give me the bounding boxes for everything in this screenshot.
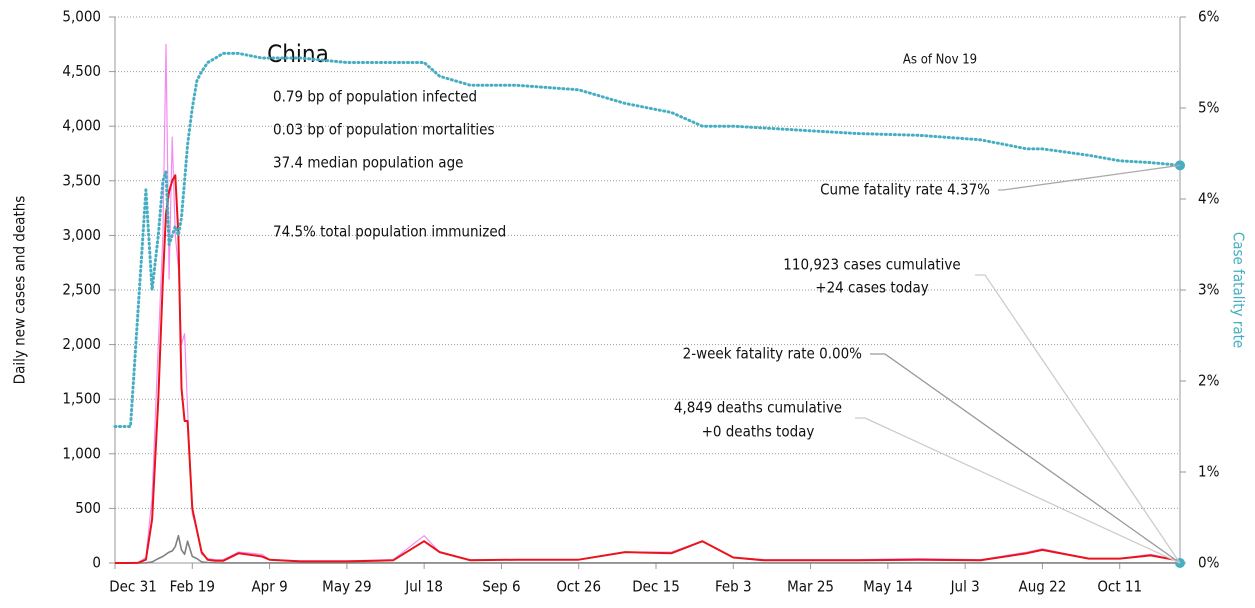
x-tick-label: May 29 [322, 578, 371, 596]
x-tick-label: Aug 22 [1019, 578, 1067, 596]
x-tick-label: Jul 3 [950, 578, 980, 596]
annotation: 4,849 deaths cumulative [674, 399, 842, 417]
x-tick-label: Dec 31 [109, 578, 157, 596]
y-axis-title: Daily new cases and deaths [11, 196, 29, 385]
y2-tick-label: 4% [1198, 190, 1220, 208]
x-tick-label: Apr 9 [251, 578, 287, 596]
y2-tick-label: 0% [1198, 554, 1220, 572]
y-tick-label: 3,500 [62, 171, 101, 189]
annotation: 110,923 cases cumulative [783, 256, 960, 274]
y2-tick-label: 2% [1198, 372, 1220, 390]
note: 74.5% total population immunized [273, 223, 506, 241]
x-tick-label: Oct 11 [1097, 578, 1142, 596]
y-tick-label: 1,000 [62, 444, 101, 462]
annotation: +24 cases today [815, 279, 928, 297]
x-tick-label: Dec 15 [632, 578, 680, 596]
x-tick-label: Feb 19 [170, 578, 215, 596]
x-tick-label: Mar 25 [787, 578, 834, 596]
y-tick-label: 2,500 [62, 281, 101, 299]
as-of: As of Nov 19 [903, 53, 977, 68]
x-tick-label: Feb 3 [715, 578, 752, 596]
y-tick-label: 4,000 [62, 117, 101, 135]
series-line [115, 534, 1181, 564]
x-tick-label: May 14 [863, 578, 912, 596]
y-tick-label: 1,500 [62, 390, 101, 408]
x-tick-label: Oct 26 [556, 578, 601, 596]
leader-line [998, 164, 1181, 191]
x-tick-label: Jul 18 [404, 578, 443, 596]
y-tick-label: 5,000 [62, 8, 101, 26]
y2-tick-label: 5% [1198, 99, 1220, 117]
note: 37.4 median population age [273, 154, 463, 172]
annotation: +0 deaths today [702, 423, 815, 441]
y2-tick-label: 1% [1198, 463, 1220, 481]
series-line [113, 51, 1182, 428]
annotation: 2-week fatality rate 0.00% [683, 345, 863, 363]
y-tick-label: 2,000 [62, 335, 101, 353]
chart-title: China [267, 40, 329, 68]
leader-line [870, 353, 1181, 564]
y-tick-label: 4,500 [62, 62, 101, 80]
annotation: Cume fatality rate 4.37% [820, 181, 990, 199]
leader-line [975, 274, 1181, 564]
y-tick-label: 0 [92, 554, 101, 572]
x-tick-label: Sep 6 [482, 578, 520, 596]
y2-tick-label: 3% [1198, 281, 1220, 299]
y2-axis-title: Case fatality rate [1230, 232, 1248, 348]
y-tick-label: 500 [75, 499, 101, 517]
note: 0.79 bp of population infected [273, 88, 477, 106]
note: 0.03 bp of population mortalities [273, 121, 495, 139]
y-tick-label: 3,000 [62, 226, 101, 244]
y2-tick-label: 6% [1198, 8, 1220, 26]
leader-line [855, 417, 1181, 564]
